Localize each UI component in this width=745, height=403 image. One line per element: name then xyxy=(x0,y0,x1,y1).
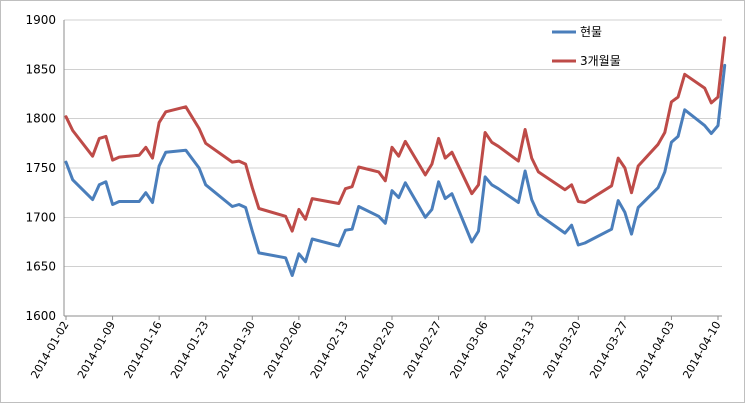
x-tick-label: 2014-04-03 xyxy=(634,319,677,381)
y-tick-label: 1700 xyxy=(25,210,56,224)
x-tick-label: 2014-01-02 xyxy=(28,319,71,381)
y-axis-ticks: 1600 1650 1700 1750 1800 1850 1900 xyxy=(25,13,56,323)
y-tick-label: 1900 xyxy=(25,13,56,27)
x-tick-label: 2014-01-30 xyxy=(215,319,258,381)
y-tick-label: 1850 xyxy=(25,62,56,76)
x-tick-label: 2014-02-27 xyxy=(401,319,444,381)
x-tick-label: 2014-03-20 xyxy=(541,319,584,381)
x-tick-label: 2014-02-13 xyxy=(308,319,351,381)
x-tick-label: 2014-03-27 xyxy=(587,319,630,381)
axes xyxy=(63,20,722,317)
series-lines xyxy=(64,36,727,277)
x-tick-label: 2014-02-20 xyxy=(354,319,397,381)
x-tick-label: 2014-03-13 xyxy=(494,319,537,381)
x-tick-label: 2014-03-06 xyxy=(448,319,491,381)
y-tick-label: 1800 xyxy=(25,112,56,126)
y-tick-label: 1600 xyxy=(25,309,56,323)
x-tick-label: 2014-04-10 xyxy=(680,319,723,381)
x-tick-label: 2014-01-16 xyxy=(122,319,165,381)
x-tick-label: 2014-01-09 xyxy=(75,319,118,381)
series-line-2 xyxy=(64,36,727,233)
y-tick-label: 1650 xyxy=(25,260,56,274)
legend-label: 현물 xyxy=(580,25,602,39)
x-tick-label: 2014-01-23 xyxy=(168,319,211,381)
series-line-1 xyxy=(64,63,727,277)
legend-label: 3개월물 xyxy=(580,54,621,68)
x-axis-ticks: 2014-01-02 2014-01-09 2014-01-16 2014-01-23… xyxy=(28,316,724,381)
legend: 현물 3개월물 xyxy=(552,25,621,68)
y-tick-label: 1750 xyxy=(25,161,56,175)
x-tick-label: 2014-02-06 xyxy=(261,319,304,381)
